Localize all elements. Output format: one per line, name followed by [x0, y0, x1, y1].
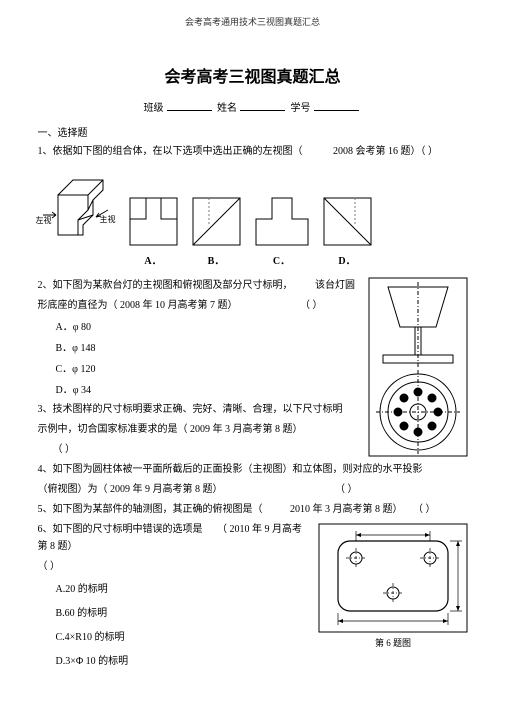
q2-line2-text: 形底座的直径为（ 2008 年 10 月高考第 7 题） — [38, 300, 238, 311]
q1-stem: 1、依据如下图的组合体，在以下选项中选出正确的左视图（ — [38, 146, 303, 157]
q1-opt-b: B． — [189, 194, 244, 267]
q5-paren: （ ） — [413, 504, 436, 515]
id-label: 学号 — [291, 103, 311, 114]
section-heading: 一、选择题 — [38, 124, 468, 139]
q1-opt-a: A． — [126, 194, 181, 267]
opt-a-label: A． — [126, 252, 181, 267]
name-label: 姓名 — [217, 103, 237, 114]
q6-caption: 第 6 题图 — [374, 637, 410, 648]
opt-c-label: C． — [252, 252, 312, 267]
page-title: 会考高考三视图真题汇总 — [38, 63, 468, 87]
main-view-label: 主视 — [100, 214, 180, 225]
q2-figure — [368, 277, 468, 457]
q4-paren: （ ） — [335, 484, 358, 495]
id-blank — [314, 110, 359, 111]
q1-tag: 2008 会考第 16 题）（ ） — [333, 146, 438, 157]
q6-stem: 6、如下图的尺寸标明中错误的选项是 — [38, 524, 203, 535]
name-blank — [240, 110, 285, 111]
q4-line1: 4、如下图为圆柱体被一平面所截后的正面投影（主视图）和立体图，则对应的水平投影 — [38, 461, 468, 478]
q1-isometric: 左视 主视 — [38, 165, 118, 267]
page-header: 会考高考通用技术三视图真题汇总 — [38, 15, 468, 28]
q2-tail: 该台灯圆 — [315, 280, 355, 291]
q4-line2-text: （俯视图）为（ 2009 年 9 月高考第 8 题） — [38, 484, 223, 495]
q5-text: 5、如下图为某部件的轴测图，其正确的俯视图是（ 2010 年 3 月高考第 8 … — [38, 501, 468, 518]
q1-text: 1、依据如下图的组合体，在以下选项中选出正确的左视图（ 2008 会考第 16 … — [38, 143, 468, 160]
q1-opt-d: D． — [320, 194, 375, 267]
q2-paren: （ ） — [300, 300, 323, 311]
opt-b-label: B． — [189, 252, 244, 267]
class-label: 班级 — [144, 103, 164, 114]
q1-opt-c: C． — [252, 194, 312, 267]
q6-choice-d: D.3×Φ 10 的标明 — [56, 650, 468, 674]
q1-figures: 左视 主视 A． B． C． D． — [38, 165, 468, 267]
q4-line2: （俯视图）为（ 2009 年 9 月高考第 8 题） （ ） — [38, 481, 468, 498]
q2-stem: 2、如下图为某款台灯的主视图和俯视图及部分尺寸标明， — [38, 280, 293, 291]
class-blank — [167, 110, 212, 111]
opt-d-label: D． — [320, 252, 375, 267]
q5-tag: 2010 年 3 月高考第 8 题） — [290, 504, 403, 515]
q6-figure: 第 6 题图 — [318, 523, 468, 653]
info-row: 班级 姓名 学号 — [38, 99, 468, 114]
q5-stem: 5、如下图为某部件的轴测图，其正确的俯视图是（ — [38, 504, 263, 515]
q3-line2-text: 示例中，切合国家标准要求的是（ 2009 年 3 月高考第 8 题） — [38, 424, 303, 435]
